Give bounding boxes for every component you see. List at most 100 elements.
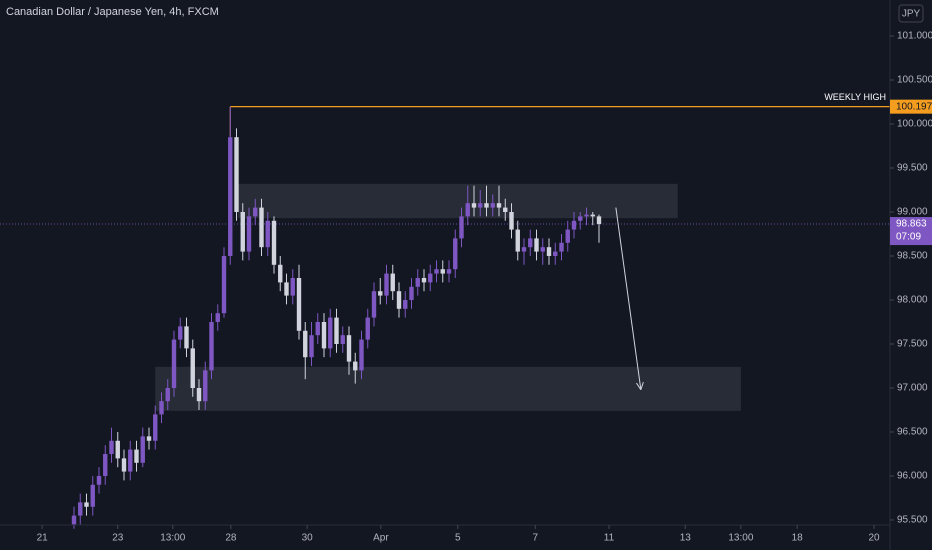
candle-body [334, 317, 339, 344]
candle-body [434, 269, 439, 274]
candle-body [265, 220, 270, 248]
candle-body [565, 229, 570, 243]
plot-area [0, 106, 890, 529]
weekly-high-price: 100.197 [896, 101, 932, 112]
x-tick-label: 13:00 [160, 533, 185, 544]
candle-body [403, 299, 408, 309]
y-tick-label: 96.000 [897, 471, 928, 482]
candle-body [534, 238, 539, 252]
candle-body [284, 282, 289, 296]
candle-body [115, 440, 120, 459]
candle-body [371, 291, 377, 318]
y-tick-label: 99.000 [897, 207, 928, 218]
y-tick-label: 95.500 [897, 515, 928, 526]
x-tick-label: 5 [455, 533, 461, 544]
x-tick-label: 30 [302, 533, 314, 544]
candle-body [234, 137, 239, 212]
weekly-high-tag [890, 99, 932, 114]
candle-body [84, 502, 89, 507]
y-tick-label: 99.500 [897, 163, 928, 174]
candle-body [453, 238, 458, 270]
candle-body [540, 247, 545, 252]
candle-body [153, 414, 158, 441]
y-tick-label: 96.500 [897, 427, 928, 438]
candle-body [521, 247, 527, 252]
candle-body [184, 326, 189, 349]
candle-body [421, 277, 427, 283]
candle-body [409, 286, 414, 300]
currency-box [898, 4, 924, 23]
candle-body [484, 203, 489, 208]
candle-body [384, 273, 389, 296]
candle-body [190, 348, 195, 388]
candle-body [203, 370, 208, 402]
candle-body [121, 458, 127, 472]
arrow-head [636, 382, 642, 391]
x-tick-label: 13 [680, 533, 692, 544]
candle-body [515, 229, 520, 252]
arrow-shaft [615, 207, 642, 390]
candle-body [446, 269, 452, 274]
candle-body [596, 216, 602, 225]
x-tick-label: 11 [604, 533, 615, 544]
y-tick-label: 101.000 [897, 31, 932, 42]
zone [237, 183, 678, 219]
candle-body [503, 207, 508, 212]
candle-body [146, 436, 152, 441]
candle-body [290, 277, 295, 296]
candle-body [321, 321, 327, 349]
candle-body [278, 264, 283, 283]
y-tick-label: 100.000 [897, 119, 932, 130]
candle-body [253, 207, 258, 217]
candle-body [346, 335, 352, 362]
candle-body [584, 214, 589, 217]
weekly-high-label: WEEKLY HIGH [824, 92, 886, 102]
candle-body [134, 449, 139, 463]
candle-body [428, 273, 433, 283]
candle-body [96, 475, 102, 485]
candle-body [240, 211, 245, 252]
candle-body [396, 291, 402, 309]
candle-body [196, 387, 202, 402]
y-tick-label: 97.000 [897, 383, 928, 394]
candle-body [165, 387, 170, 402]
candle-body [228, 137, 233, 256]
x-tick-label: 7 [532, 533, 538, 544]
x-tick-label: 13:00 [728, 533, 753, 544]
candle-body [246, 216, 252, 252]
last-price-countdown: 07:09 [896, 232, 921, 243]
candle-body [309, 335, 314, 358]
y-tick-label: 97.500 [897, 339, 928, 350]
candle-body [359, 339, 364, 371]
x-tick-label: 18 [792, 533, 804, 544]
candle-body [303, 330, 308, 358]
candle-body [471, 203, 477, 208]
candle-body [353, 361, 358, 371]
arrow-head [640, 381, 644, 390]
zone [155, 366, 741, 411]
candle-body [578, 216, 583, 221]
candle-body [259, 207, 264, 248]
candle-body [546, 247, 552, 256]
x-tick-label: 20 [868, 533, 880, 544]
candle-body [215, 313, 220, 322]
candle-body [178, 326, 183, 340]
candle-body [590, 214, 595, 217]
candle-body [571, 220, 577, 230]
candle-body [171, 339, 177, 388]
candle-body [159, 401, 164, 415]
candle-body [465, 203, 470, 217]
candle-body [140, 436, 145, 463]
chart-title: Canadian Dollar / Japanese Yen, 4h, FXCM [6, 6, 219, 18]
y-tick-label: 98.000 [897, 295, 928, 306]
candle-body [509, 211, 514, 230]
y-tick-label: 98.500 [897, 251, 928, 262]
candle-body [315, 321, 320, 336]
candle-body [490, 203, 495, 208]
candle-body [378, 291, 383, 296]
candle-body [528, 238, 533, 248]
currency-label: JPY [902, 9, 921, 20]
y-tick-label: 100.500 [897, 75, 932, 86]
candle-body [109, 440, 114, 454]
